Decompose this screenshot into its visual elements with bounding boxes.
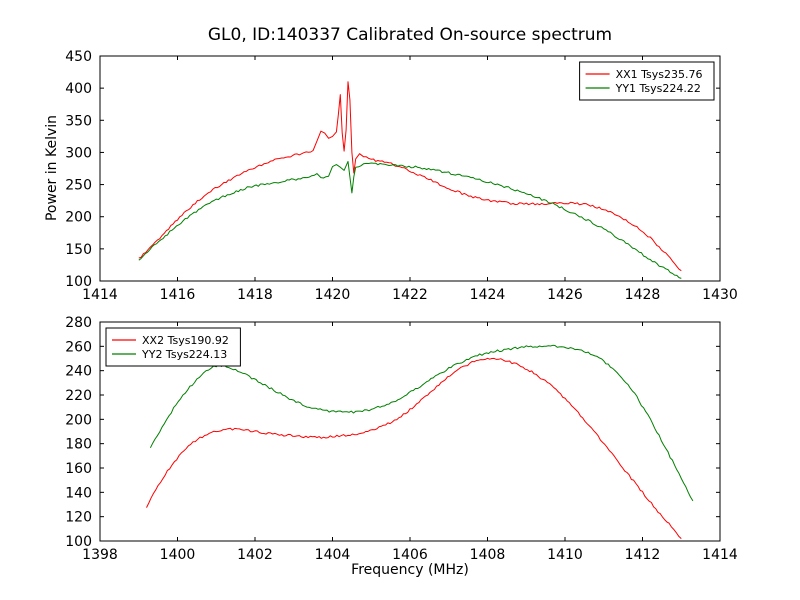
legend-box — [105, 327, 241, 367]
y-tick-label: 300 — [65, 145, 92, 161]
x-tick-label: 1414 — [702, 547, 738, 563]
x-tick-label: 1404 — [315, 547, 351, 563]
y-tick-label: 180 — [65, 437, 92, 453]
x-tick-label: 1400 — [160, 547, 196, 563]
legend-label: YY2 Tsys224.13 — [141, 348, 227, 361]
x-tick-label: 1398 — [82, 547, 118, 563]
y-tick-label: 250 — [65, 178, 92, 194]
y-tick-label: 240 — [65, 364, 92, 380]
axes-frame — [99, 55, 721, 282]
x-tick-label: 1418 — [237, 287, 273, 303]
y-tick-label: 140 — [65, 485, 92, 501]
y-tick-label: 100 — [65, 274, 92, 290]
legend-box — [579, 61, 715, 101]
y-tick-label: 350 — [65, 113, 92, 129]
y-tick-label: 200 — [65, 210, 92, 226]
y-tick-label: 280 — [65, 315, 92, 331]
x-tick-label: 1420 — [315, 287, 351, 303]
legend-label: XX1 Tsys235.76 — [616, 68, 703, 81]
y-tick-label: 450 — [65, 49, 92, 65]
y-tick-label: 100 — [65, 534, 92, 550]
legend-label: YY1 Tsys224.22 — [615, 82, 701, 95]
x-tick-label: 1422 — [392, 287, 428, 303]
y-tick-label: 120 — [65, 510, 92, 526]
x-tick-label: 1412 — [625, 547, 661, 563]
axes-0: 1414 1416 1418 1420 1422 1424 1426 1428 1430 100 1… — [65, 49, 738, 303]
y-tick-label: 150 — [65, 242, 92, 258]
x-axis-label: Frequency (MHz) — [351, 562, 469, 578]
y-tick-label: 220 — [65, 388, 92, 404]
x-tick-label: 1430 — [702, 287, 738, 303]
series-line-1 — [149, 344, 694, 502]
axes-frame — [99, 321, 721, 542]
x-tick-label: 1406 — [392, 547, 428, 563]
series-line-0 — [146, 357, 682, 539]
y-tick-label: 160 — [65, 461, 92, 477]
x-tick-label: 1410 — [547, 547, 583, 563]
y-tick-label: 400 — [65, 81, 92, 97]
y-tick-label: 200 — [65, 412, 92, 428]
series-line-1 — [138, 160, 682, 279]
series-line-0 — [138, 81, 682, 272]
x-tick-label: 1426 — [547, 287, 583, 303]
x-tick-label: 1428 — [625, 287, 661, 303]
x-tick-label: 1408 — [470, 547, 506, 563]
legend-label: XX2 Tsys190.92 — [142, 334, 229, 347]
y-tick-label: 260 — [65, 339, 92, 355]
x-tick-label: 1416 — [160, 287, 196, 303]
axes-1: 1398 1400 1402 1404 1406 1408 1410 1412 1414 100 1… — [65, 315, 738, 563]
x-tick-label: 1424 — [470, 287, 506, 303]
x-tick-label: 1402 — [237, 547, 273, 563]
y-axis-label: Power in Kelvin — [44, 114, 60, 222]
figure-title: GL0, ID:140337 Calibrated On-source spec… — [207, 25, 613, 45]
x-tick-label: 1414 — [82, 287, 118, 303]
